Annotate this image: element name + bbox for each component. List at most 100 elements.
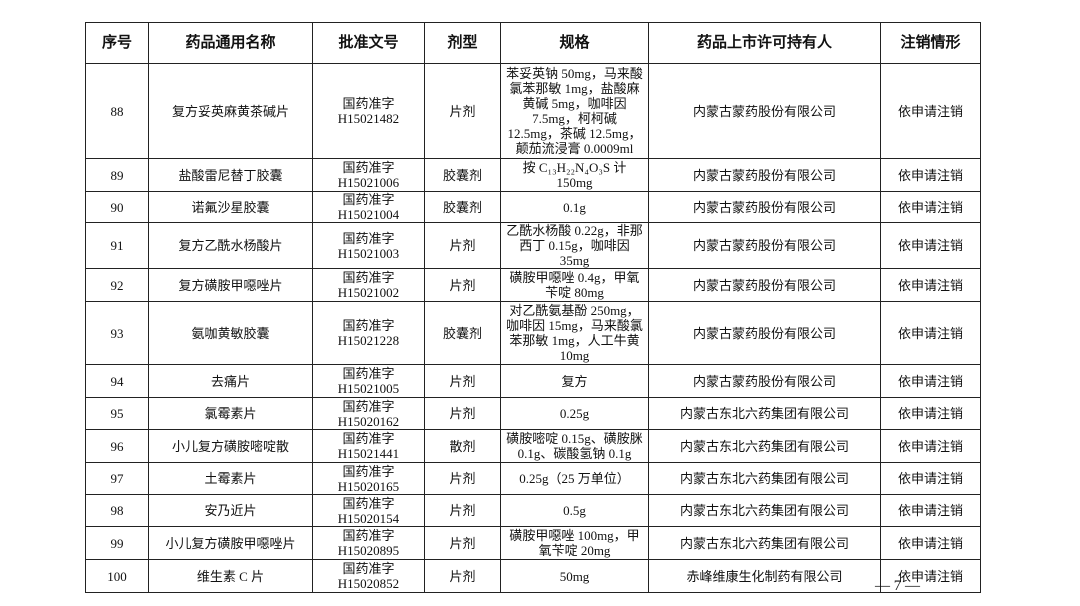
approval-line: H15021002	[337, 285, 400, 300]
cell-status: 依申请注销	[880, 397, 981, 430]
approval-line: H15021228	[337, 333, 400, 348]
cell-no: 94	[85, 364, 149, 398]
cell-form: 片剂	[424, 494, 501, 527]
cell-approval: 国药准字 H15020154	[312, 494, 425, 527]
cell-holder: 内蒙古东北六药集团有限公司	[648, 462, 881, 495]
cell-form: 片剂	[424, 268, 501, 302]
cell-no: 91	[85, 222, 149, 269]
cell-no: 100	[85, 559, 149, 593]
cell-holder: 内蒙古蒙药股份有限公司	[648, 364, 881, 398]
cell-approval: 国药准字 H15021482	[312, 63, 425, 159]
cell-approval: 国药准字 H15021002	[312, 268, 425, 302]
cell-holder: 内蒙古蒙药股份有限公司	[648, 191, 881, 223]
approval-line: 国药准字	[342, 96, 395, 111]
cell-holder: 内蒙古东北六药集团有限公司	[648, 526, 881, 560]
cell-no: 95	[85, 397, 149, 430]
cell-no: 96	[85, 429, 149, 463]
cell-form: 片剂	[424, 462, 501, 495]
cell-spec: 0.25g	[500, 397, 649, 430]
cell-form: 胶囊剂	[424, 301, 501, 365]
approval-line: H15021003	[337, 245, 400, 261]
drug-cancellation-table: 序号 药品通用名称 批准文号 剂型 规格 药品上市许可持有人 注销情形 88 复方妥英麻黄茶碱…	[85, 22, 981, 593]
cell-spec: 按 C₁₃H₂₂N₄O₃S 计 150mg	[500, 158, 649, 192]
header-form: 剂型	[424, 22, 501, 64]
cell-no: 98	[85, 494, 149, 527]
cell-status: 依申请注销	[880, 364, 981, 398]
cell-name: 维生素 C 片	[148, 559, 313, 593]
approval-line: H15020162	[337, 413, 400, 429]
approval-line: H15020165	[337, 478, 400, 494]
header-status: 注销情形	[880, 22, 981, 64]
cell-status: 依申请注销	[880, 429, 981, 463]
cell-approval: 国药准字 H15020162	[312, 397, 425, 430]
table-row: 96 小儿复方磺胺嘧啶散 国药准字 H15021441 散剂 磺胺嘧啶 0.15g、磺胺脒…	[85, 429, 981, 463]
approval-line: 国药准字	[342, 366, 395, 381]
table-row: 98 安乃近片 国药准字 H15020154 片剂 0.5g 内蒙古东北六药集团有限公司 依申…	[85, 494, 981, 527]
cell-name: 去痛片	[148, 364, 313, 398]
table-row: 90 诺氟沙星胶囊 国药准字 H15021004 胶囊剂 0.1g 内蒙古蒙药股份有限公司依…	[85, 191, 981, 223]
cell-name: 复方乙酰水杨酸片	[148, 222, 313, 269]
approval-line: 国药准字	[342, 528, 395, 543]
cell-status: 依申请注销	[880, 158, 981, 192]
cell-status: 依申请注销	[880, 222, 981, 269]
table-row: 99 小儿复方磺胺甲噁唑片 国药准字 H15020895 片剂 磺胺甲噁唑 100mg，甲…	[85, 526, 981, 560]
cell-approval: 国药准字 H15020852	[312, 559, 425, 593]
approval-line: 国药准字	[342, 270, 395, 285]
cell-spec: 0.1g	[500, 191, 649, 223]
table-row: 95 氯霉素片 国药准字 H15020162 片剂 0.25g 内蒙古东北六药集团有限公司依…	[85, 397, 981, 430]
cell-name: 盐酸雷尼替丁胶囊	[148, 158, 313, 192]
cell-status: 依申请注销	[880, 559, 981, 593]
approval-line: 国药准字	[342, 398, 395, 414]
cell-holder: 内蒙古东北六药集团有限公司	[648, 397, 881, 430]
cell-holder: 内蒙古蒙药股份有限公司	[648, 63, 881, 159]
approval-line: H15021006	[337, 175, 400, 190]
page-number: — 7 —	[875, 578, 920, 594]
cell-approval: 国药准字 H15021006	[312, 158, 425, 192]
cell-form: 片剂	[424, 559, 501, 593]
approval-line: H15021482	[337, 111, 400, 126]
approval-line: 国药准字	[342, 431, 395, 446]
cell-form: 片剂	[424, 364, 501, 398]
approval-line: H15020895	[337, 543, 400, 558]
header-row: 序号 药品通用名称 批准文号 剂型 规格 药品上市许可持有人 注销情形	[85, 22, 981, 64]
table-row: 93 氨咖黄敏胶囊 国药准字 H15021228 胶囊剂 对乙酰氨基酚 250mg，咖啡因…	[85, 301, 981, 365]
cell-approval: 国药准字 H15021004	[312, 191, 425, 223]
cell-form: 散剂	[424, 429, 501, 463]
approval-line: 国药准字	[342, 561, 395, 576]
cell-approval: 国药准字 H15021441	[312, 429, 425, 463]
table-row: 91 复方乙酰水杨酸片 国药准字 H15021003 片剂 乙酰水杨酸 0.22g，非那西…	[85, 222, 981, 269]
cell-spec: 复方	[500, 364, 649, 398]
cell-no: 97	[85, 462, 149, 495]
cell-spec: 0.5g	[500, 494, 649, 527]
approval-line: 国药准字	[342, 192, 395, 207]
cell-status: 依申请注销	[880, 63, 981, 159]
cell-form: 片剂	[424, 526, 501, 560]
table-row: 97 土霉素片 国药准字 H15020165 片剂 0.25g（25 万单位） 内蒙古东北六…	[85, 462, 981, 495]
approval-line: H15021441	[337, 446, 400, 461]
cell-approval: 国药准字 H15020895	[312, 526, 425, 560]
table-row: 89 盐酸雷尼替丁胶囊 国药准字 H15021006 胶囊剂按 C₁₃H₂₂N₄O₃S …	[85, 158, 981, 192]
cell-spec: 磺胺甲噁唑 0.4g，甲氧苄啶 80mg	[500, 268, 649, 302]
cell-name: 土霉素片	[148, 462, 313, 495]
cell-spec: 50mg	[500, 559, 649, 593]
cell-name: 复方磺胺甲噁唑片	[148, 268, 313, 302]
cell-status: 依申请注销	[880, 301, 981, 365]
table-row: 92 复方磺胺甲噁唑片 国药准字 H15021002 片剂 磺胺甲噁唑 0.4g，甲氧苄啶…	[85, 268, 981, 302]
cell-no: 93	[85, 301, 149, 365]
cell-holder: 内蒙古蒙药股份有限公司	[648, 301, 881, 365]
cell-holder: 内蒙古蒙药股份有限公司	[648, 268, 881, 302]
cell-spec: 乙酰水杨酸 0.22g，非那西丁 0.15g，咖啡因 35mg	[500, 222, 649, 269]
approval-line: H15021004	[337, 207, 400, 222]
cell-approval: 国药准字 H15020165	[312, 462, 425, 495]
cell-status: 依申请注销	[880, 191, 981, 223]
cell-status: 依申请注销	[880, 494, 981, 527]
header-spec: 规格	[500, 22, 649, 64]
approval-line: 国药准字	[342, 463, 395, 479]
cell-form: 片剂	[424, 397, 501, 430]
cell-spec: 磺胺甲噁唑 100mg，甲氧苄啶 20mg	[500, 526, 649, 560]
cell-name: 安乃近片	[148, 494, 313, 527]
header-approval: 批准文号	[312, 22, 425, 64]
cell-status: 依申请注销	[880, 462, 981, 495]
approval-line: 国药准字	[342, 318, 395, 333]
cell-name: 小儿复方磺胺甲噁唑片	[148, 526, 313, 560]
